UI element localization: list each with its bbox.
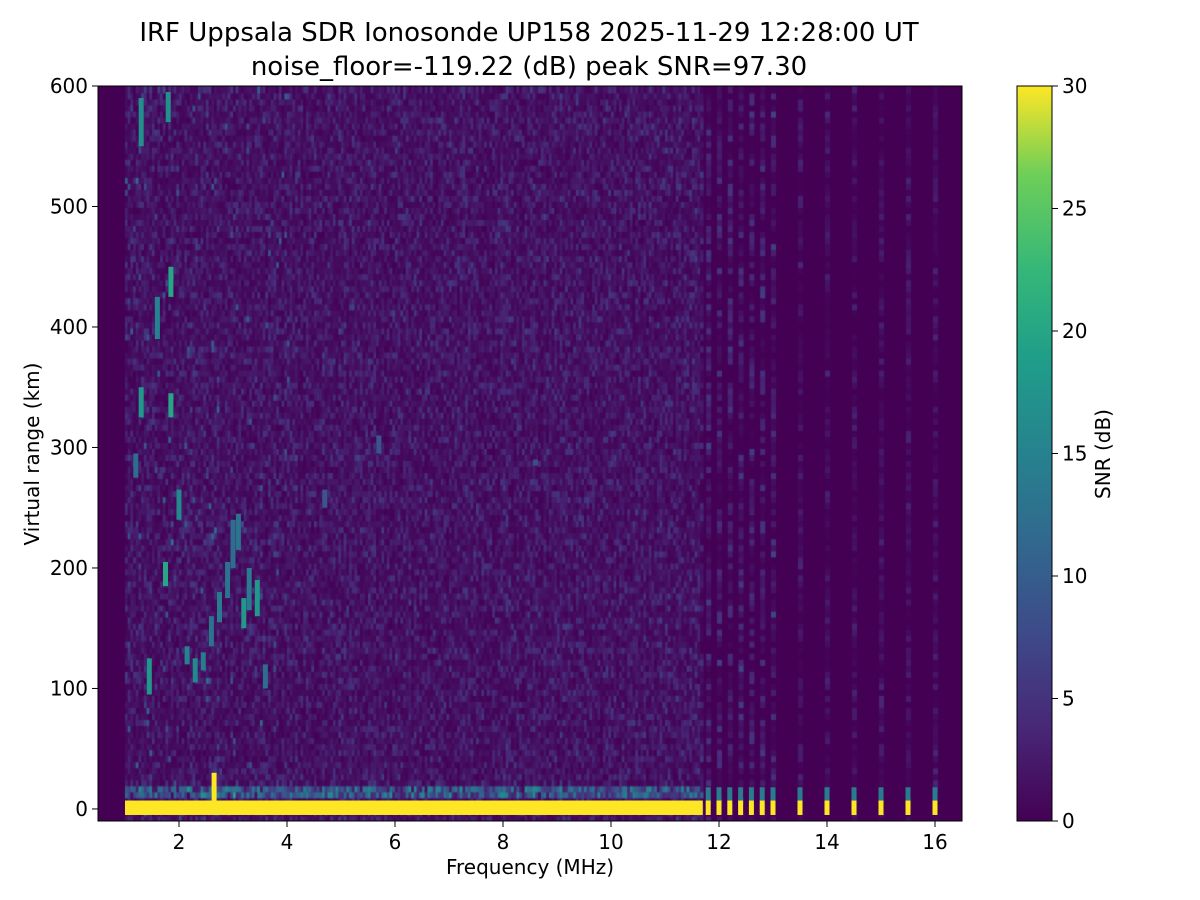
echo-mark: [235, 513, 241, 550]
x-tick-label: 8: [497, 830, 510, 854]
echo-mark: [262, 664, 268, 689]
x-tick-label: 12: [706, 830, 731, 854]
echo-mark: [322, 489, 328, 508]
heatmap-background: [98, 86, 962, 821]
echo-mark: [168, 393, 174, 418]
echo-mark: [168, 266, 174, 297]
y-tick-label: 0: [75, 797, 88, 821]
plot-frame: [97, 85, 963, 822]
x-tick-label: 6: [389, 830, 402, 854]
x-axis-label: Frequency (MHz): [446, 855, 614, 879]
echo-mark: [254, 580, 260, 617]
ground-echo-halo: [770, 787, 776, 801]
echo-mark: [217, 592, 222, 623]
chart-subtitle: noise_floor=-119.22 (dB) peak SNR=97.30: [250, 52, 808, 82]
x-tick-label: 10: [598, 830, 623, 854]
ground-echo-mark: [770, 800, 776, 815]
ground-echo-halo: [727, 787, 733, 801]
ground-echo-halo: [824, 787, 830, 801]
x-tick-label: 14: [814, 830, 839, 854]
echo-mark: [176, 489, 182, 520]
ground-echo-halo: [797, 787, 803, 801]
chart-title: IRF Uppsala SDR Ionosonde UP158 2025-11-…: [139, 18, 919, 48]
ground-echo-halo: [748, 787, 754, 801]
ground-echo-mark: [905, 800, 911, 815]
echo-mark: [225, 561, 231, 599]
colorbar-label: SNR (dB): [1091, 409, 1115, 499]
colorbar-tick-label: 25: [1062, 197, 1087, 221]
echo-mark: [192, 658, 198, 683]
echo-mark: [165, 92, 171, 123]
ground-echo-mark: [759, 800, 765, 815]
ground-echo-halo: [705, 787, 711, 801]
ground-echo-halo: [851, 787, 857, 801]
ground-echo-mark: [727, 800, 733, 815]
ground-echo-mark: [738, 800, 744, 815]
ground-band: [125, 800, 703, 815]
ground-echo-mark: [932, 800, 938, 815]
colorbar-tick-label: 20: [1062, 319, 1087, 343]
colorbar-tick-label: 10: [1062, 564, 1087, 588]
echo-mark: [146, 658, 152, 695]
x-tick-label: 16: [922, 830, 947, 854]
y-tick-label: 400: [50, 315, 88, 339]
colorbar-tick-label: 0: [1062, 809, 1075, 833]
y-tick-label: 600: [50, 74, 88, 98]
ground-echo-halo: [905, 787, 911, 801]
echo-mark: [163, 561, 168, 587]
y-axis-label: Virtual range (km): [20, 363, 44, 546]
echo-mark: [133, 453, 139, 478]
echo-mark: [200, 652, 206, 671]
ground-echo-mark: [705, 800, 711, 815]
ground-echo-mark: [716, 800, 722, 815]
echo-mark: [376, 435, 382, 454]
colorbar-tick-label: 30: [1062, 74, 1087, 98]
echo-mark: [138, 387, 144, 418]
ground-echo-mark: [824, 800, 830, 815]
colorbar-tick-label: 5: [1062, 687, 1075, 711]
ground-echo-mark: [851, 800, 857, 815]
echo-mark: [211, 772, 217, 815]
ground-echo-mark: [748, 800, 754, 815]
ground-echo-halo: [932, 787, 938, 801]
colorbar-tick-label: 15: [1062, 442, 1087, 466]
echo-mark: [208, 616, 214, 647]
echo-mark: [246, 567, 252, 611]
ground-echo-halo: [738, 787, 744, 801]
colorbar: [1016, 85, 1053, 822]
echo-mark: [230, 519, 236, 568]
y-tick-label: 300: [50, 435, 88, 459]
echo-mark: [184, 646, 190, 665]
ground-echo-halo: [759, 787, 765, 801]
ground-echo-halo: [878, 787, 884, 801]
y-tick-label: 100: [50, 676, 88, 700]
y-tick-label: 200: [50, 556, 88, 580]
x-tick-label: 4: [281, 830, 294, 854]
y-tick-label: 500: [50, 194, 88, 218]
echo-mark: [532, 459, 538, 466]
ground-echo-mark: [878, 800, 884, 815]
x-tick-label: 2: [173, 830, 186, 854]
echo-mark: [154, 296, 160, 340]
echo-mark: [241, 598, 247, 629]
ground-echo-mark: [797, 800, 803, 815]
echo-mark: [138, 98, 144, 147]
ground-echo-halo: [716, 787, 722, 801]
